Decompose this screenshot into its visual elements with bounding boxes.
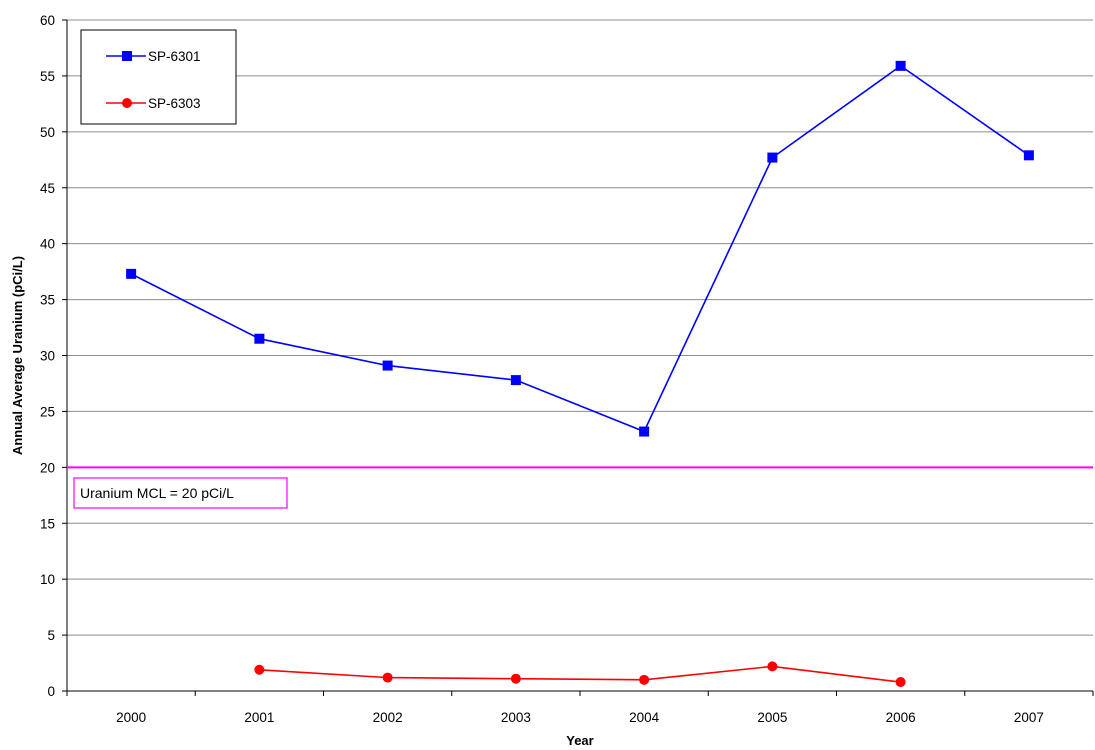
- y-tick-label-50: 50: [40, 125, 55, 140]
- y-tick-label-20: 20: [40, 460, 55, 475]
- data-point-SP-6303-2004: [639, 674, 650, 685]
- x-axis-title: Year: [566, 733, 593, 748]
- y-tick-label-45: 45: [40, 181, 55, 196]
- axes: 0 5 10 15 20 25 30 35 40 45 50 55 60 2000 2001 2002 2003…: [40, 13, 1094, 725]
- series-line-SP-6303: [259, 665, 901, 683]
- gridlines: [67, 19, 1093, 636]
- data-point-SP-6303-2005: [767, 661, 778, 672]
- data-point-SP-6301-2001: [254, 333, 265, 344]
- data-point-SP-6303-2001: [254, 664, 265, 675]
- x-tick-label-2002: 2002: [373, 710, 403, 725]
- mcl-label: Uranium MCL = 20 pCi/L: [80, 485, 234, 501]
- y-tick-label-0: 0: [47, 684, 55, 699]
- x-tick-label-2007: 2007: [1014, 710, 1044, 725]
- y-tick-label-55: 55: [40, 69, 55, 84]
- y-tick-label-40: 40: [40, 237, 55, 252]
- data-point-SP-6303-2006: [895, 677, 906, 688]
- data-point-SP-6301-2002: [382, 360, 393, 371]
- x-tick-label-2005: 2005: [757, 710, 787, 725]
- y-axis-title: Annual Average Uranium (pCi/L): [10, 256, 25, 455]
- x-tick-label-2006: 2006: [886, 710, 916, 725]
- x-tick-label-2004: 2004: [629, 710, 660, 725]
- data-point-SP-6301-2000: [126, 268, 137, 279]
- reference-line-group: Uranium MCL = 20 pCi/L: [67, 466, 1093, 509]
- legend-marker-SP-6303: [122, 98, 132, 108]
- data-point-SP-6301-2004: [639, 426, 650, 437]
- mcl-label-box: [73, 477, 288, 509]
- legend-box: [80, 29, 237, 125]
- legend: SP-6301 SP-6303: [80, 29, 237, 125]
- data-point-SP-6301-2003: [510, 375, 521, 386]
- y-tick-label-60: 60: [40, 13, 55, 28]
- data-point-SP-6303-2003: [510, 673, 521, 684]
- y-tick-label-25: 25: [40, 404, 55, 419]
- y-tick-label-35: 35: [40, 293, 55, 308]
- legend-marker-SP-6301: [122, 51, 132, 61]
- y-tick-label-15: 15: [40, 516, 55, 531]
- y-tick-label-5: 5: [47, 628, 55, 643]
- series-line-SP-6301: [130, 64, 1030, 433]
- legend-label-SP-6303: SP-6303: [148, 96, 201, 111]
- legend-label-SP-6301: SP-6301: [148, 49, 201, 64]
- data-point-SP-6303-2002: [382, 672, 393, 683]
- y-tick-label-10: 10: [40, 572, 55, 587]
- series-group: [126, 60, 1034, 688]
- data-point-SP-6301-2005: [767, 152, 778, 163]
- data-point-SP-6301-2006: [895, 60, 906, 71]
- data-point-SP-6301-2007: [1023, 150, 1034, 161]
- x-tick-label-2003: 2003: [501, 710, 531, 725]
- y-tick-label-30: 30: [40, 349, 55, 364]
- x-tick-label-2000: 2000: [116, 710, 146, 725]
- x-tick-label-2001: 2001: [244, 710, 274, 725]
